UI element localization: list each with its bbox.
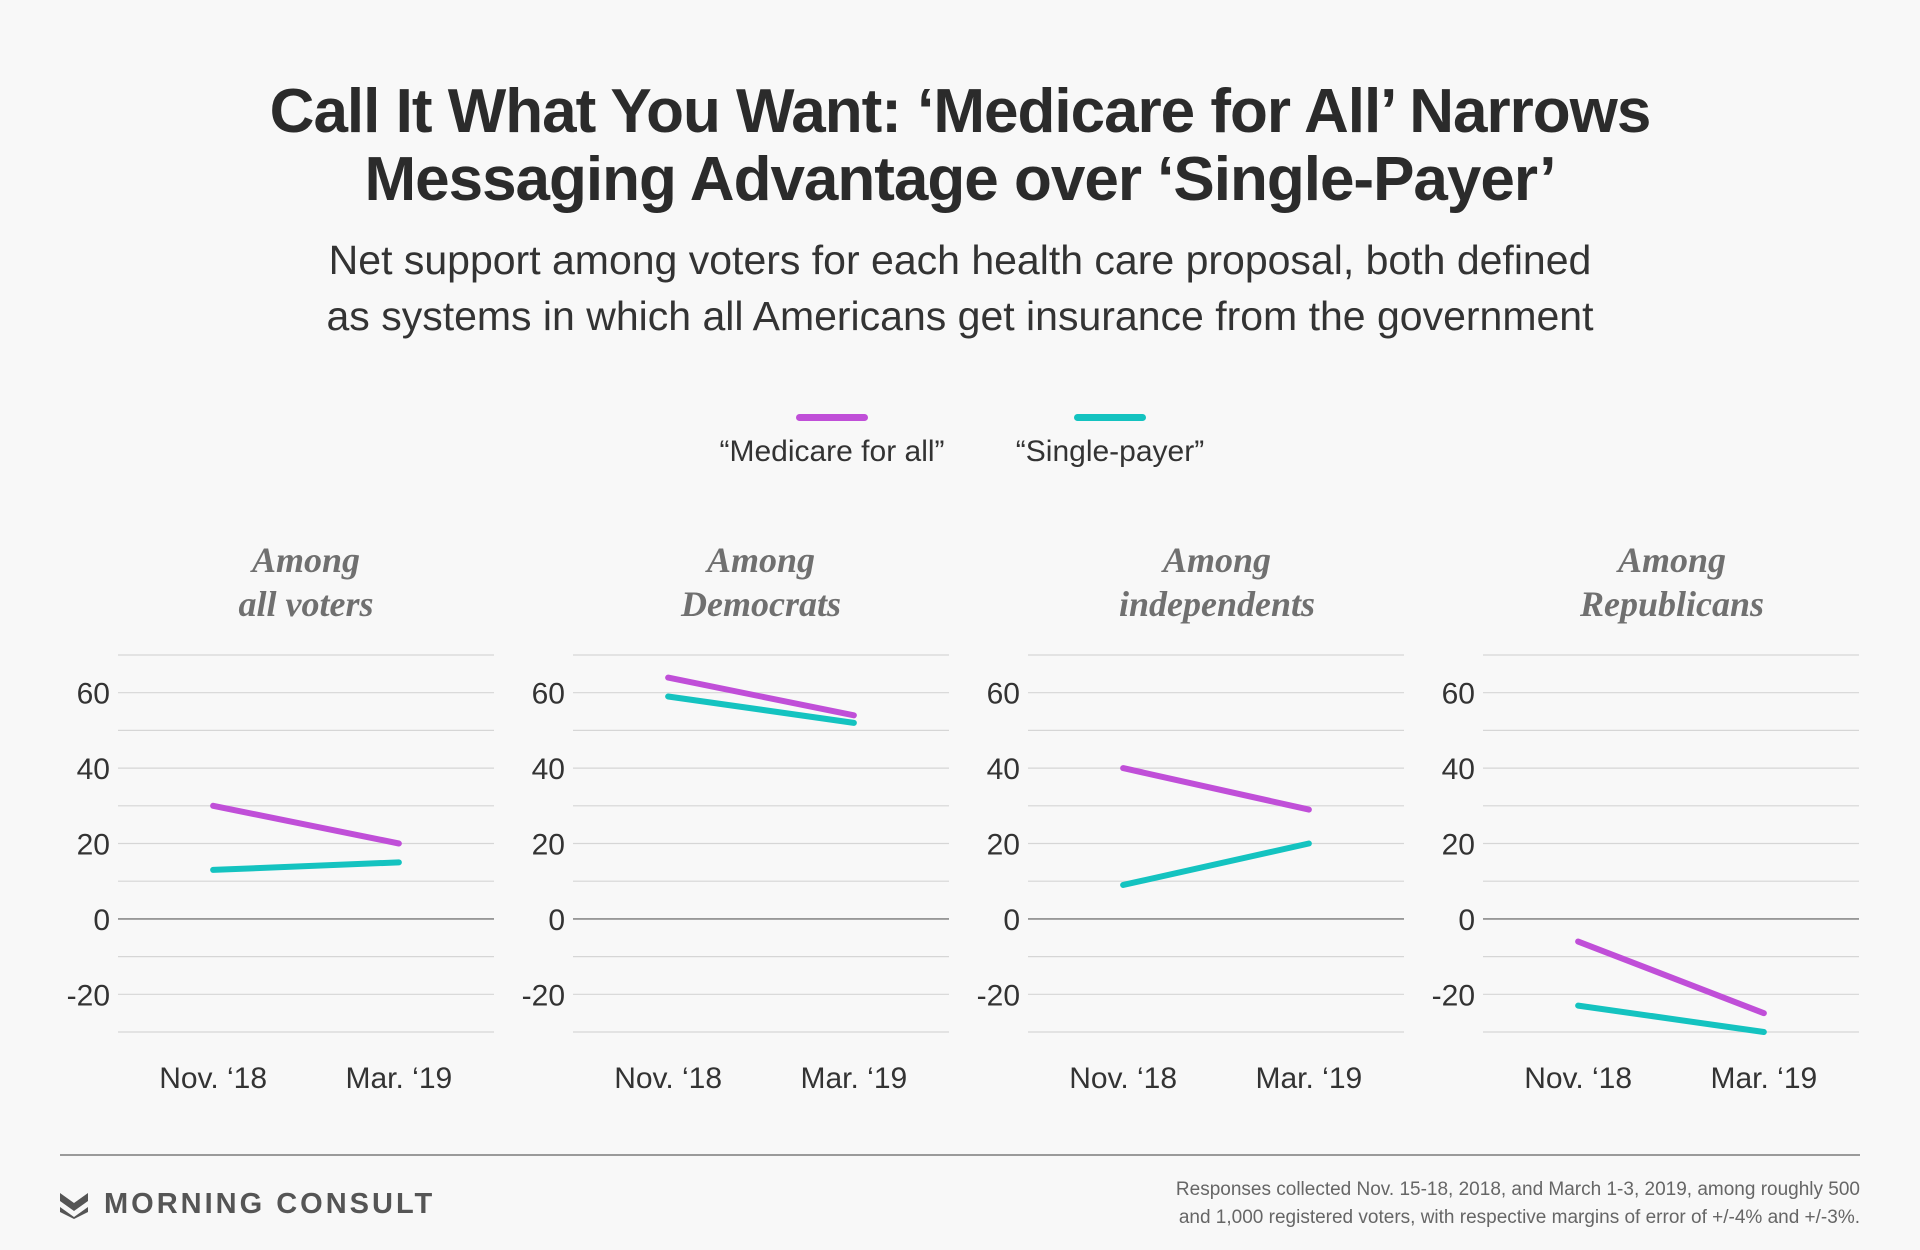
x-tick-label: Mar. ‘19 [346,1062,453,1095]
chart-subtitle-line-2: as systems in which all Americans get in… [326,293,1594,339]
y-tick-label: -20 [67,979,110,1012]
panel-title-independents: Among independents [1027,538,1407,626]
x-tick-label: Nov. ‘18 [1524,1062,1632,1095]
y-tick-label: 0 [548,904,565,937]
chart-subtitle-line-1: Net support among voters for each health… [328,237,1592,283]
y-tick-label: 60 [532,678,565,711]
footnote-line-1: Responses collected Nov. 15-18, 2018, an… [1175,1179,1860,1200]
footnote-line-2: and 1,000 registered voters, with respec… [1178,1207,1860,1228]
chart-title-line-2: Messaging Advantage over ‘Single-Payer’ [364,145,1556,214]
y-tick-label: 40 [1442,753,1475,786]
legend-label-single-payer: “Single-payer” [1015,435,1205,468]
y-tick-label: 0 [1458,904,1475,937]
y-tick-label: 20 [532,829,565,862]
chart-panel: 60 40 20 0 -20 Nov. ‘18 Mar. ‘19 [977,654,1404,1095]
legend-swatch-medicare [796,414,868,421]
series-line [665,693,857,726]
panel-title-all-voters: Among all voters [116,538,496,626]
chart-panel: 60 40 20 0 -20 Nov. ‘18 Mar. ‘19 [522,654,949,1095]
panel-title-line-1: Among [1617,540,1727,580]
x-tick-label: Nov. ‘18 [614,1062,722,1095]
y-tick-label: -20 [1432,979,1475,1012]
panel-title-republicans: Among Republicans [1482,538,1862,626]
brand-name: MORNING CONSULT [104,1188,436,1220]
legend-item-medicare: “Medicare for all” [682,414,982,469]
series-line [1120,840,1312,888]
panel-title-line-1: Among [706,540,816,580]
series-line [1120,765,1312,813]
y-tick-label: 0 [93,904,110,937]
brand-logo: MORNING CONSULT [60,1188,435,1221]
y-tick-label: 60 [987,678,1020,711]
y-tick-label: 20 [77,829,110,862]
legend-item-single-payer: “Single-payer” [960,414,1260,469]
panel-title-line-2: all voters [238,584,374,624]
y-tick-label: 20 [987,829,1020,862]
legend-swatch-single-payer [1074,414,1146,421]
y-tick-label: 40 [77,753,110,786]
panel-title-democrats: Among Democrats [571,538,951,626]
series-line [210,802,402,847]
legend-label-medicare: “Medicare for all” [719,435,945,468]
x-tick-label: Nov. ‘18 [1069,1062,1177,1095]
x-tick-label: Nov. ‘18 [159,1062,267,1095]
chart-subtitle: Net support among voters for each health… [0,232,1920,344]
panel-title-line-2: independents [1118,584,1315,624]
panel-title-line-2: Republicans [1579,584,1765,624]
series-line [1575,938,1767,1017]
y-tick-label: 60 [77,678,110,711]
chart-title-line-1: Call It What You Want: ‘Medicare for All… [269,77,1652,146]
x-tick-label: Mar. ‘19 [1256,1062,1363,1095]
series-line [1575,1002,1767,1035]
footer-divider [60,1154,1860,1156]
y-tick-label: 60 [1442,678,1475,711]
series-line [665,674,857,719]
y-tick-label: 40 [987,753,1020,786]
footnote: Responses collected Nov. 15-18, 2018, an… [960,1176,1860,1232]
y-tick-label: 0 [1003,904,1020,937]
panel-title-line-2: Democrats [681,584,841,624]
chart-title: Call It What You Want: ‘Medicare for All… [0,78,1920,214]
y-tick-label: -20 [522,979,565,1012]
series-line [210,859,402,873]
panel-title-line-1: Among [251,540,361,580]
morning-consult-logo-icon [60,1192,88,1219]
chart-panel: 60 40 20 0 -20 Nov. ‘18 Mar. ‘19 [1432,654,1859,1095]
y-tick-label: -20 [977,979,1020,1012]
y-tick-label: 20 [1442,829,1475,862]
x-tick-label: Mar. ‘19 [801,1062,908,1095]
panel-title-line-1: Among [1162,540,1272,580]
y-tick-label: 40 [532,753,565,786]
chart-panel: 60 40 20 0 -20 Nov. ‘18 Mar. ‘19 [67,654,494,1095]
x-tick-label: Mar. ‘19 [1711,1062,1818,1095]
